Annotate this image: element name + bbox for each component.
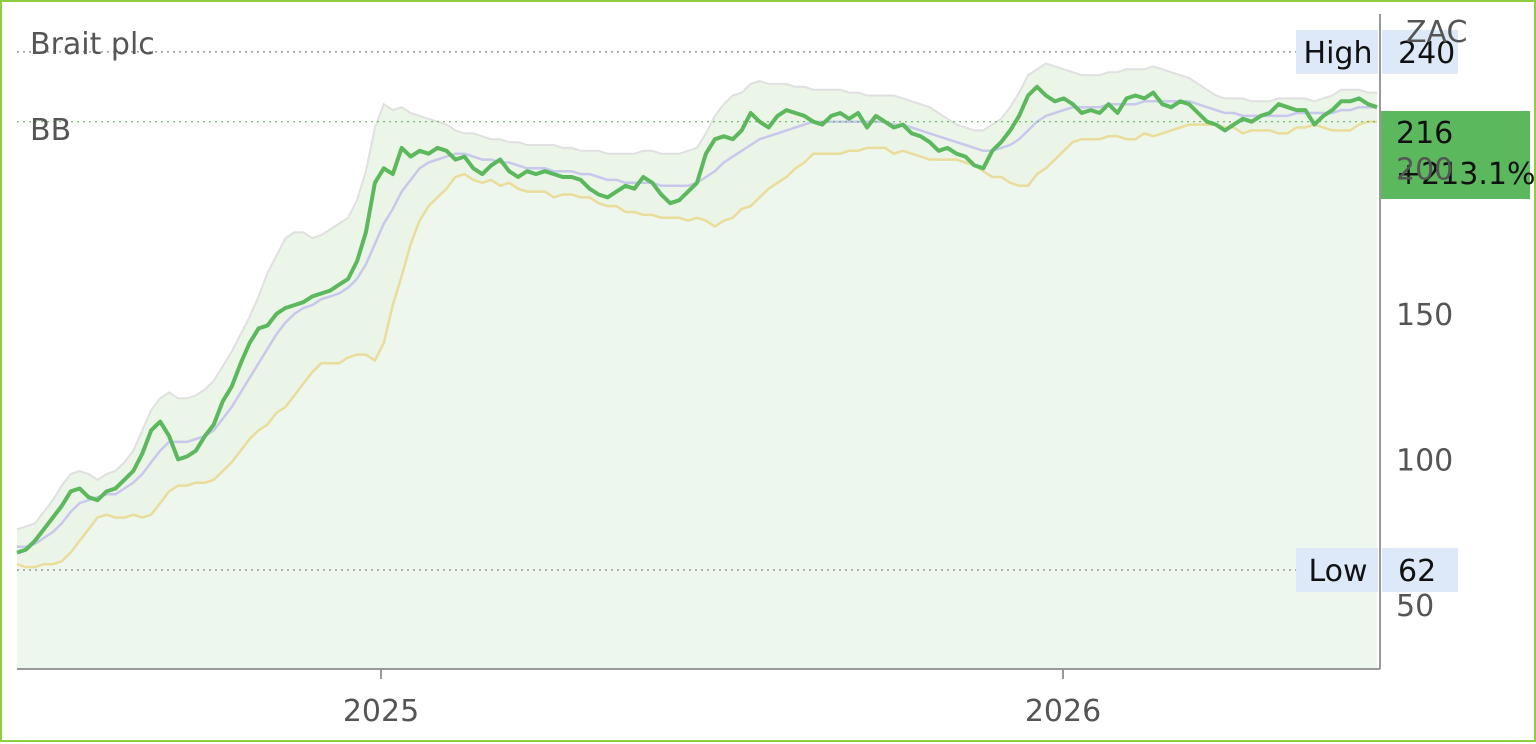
price-area — [17, 86, 1377, 670]
bollinger-lower-line — [16, 120, 1377, 569]
low-label-bg — [1296, 548, 1378, 593]
axis-layer: 50 100 150 200 2025 2026 — [17, 14, 1453, 729]
high-value-bg — [1382, 29, 1458, 74]
price-line — [16, 84, 1378, 555]
low-label: Low — [1308, 554, 1367, 589]
last-value: 216 — [1396, 116, 1453, 151]
last-value-bg — [1380, 111, 1530, 199]
last-value-badge: 216 +213.1% — [1380, 111, 1536, 199]
marker-layer: High 240 Low 62 216 +213.1% — [17, 29, 1536, 593]
y-tick-label: 100 — [1396, 443, 1453, 478]
x-tick-label: 2026 — [1025, 694, 1101, 729]
y-tick-label: 50 — [1396, 589, 1434, 624]
y-tick-label: 150 — [1396, 298, 1453, 333]
high-label: High — [1304, 36, 1373, 71]
low-marker: Low 62 — [1296, 548, 1458, 593]
indicator-label: BB — [30, 113, 71, 148]
low-value: 62 — [1398, 554, 1436, 589]
plot-area — [16, 62, 1378, 670]
low-value-bg — [1382, 548, 1458, 593]
last-change: +213.1% — [1396, 157, 1536, 192]
chart-title: Brait plc — [30, 27, 155, 62]
high-value: 240 — [1398, 36, 1455, 71]
bollinger-band-fill — [17, 63, 1377, 568]
high-label-bg — [1296, 29, 1378, 74]
y-tick-label: 200 — [1396, 152, 1453, 187]
x-tick-label: 2025 — [343, 694, 419, 729]
bollinger-upper-line — [16, 62, 1377, 531]
currency-label: ZAC — [1406, 15, 1468, 50]
high-marker: High 240 — [1296, 29, 1458, 74]
